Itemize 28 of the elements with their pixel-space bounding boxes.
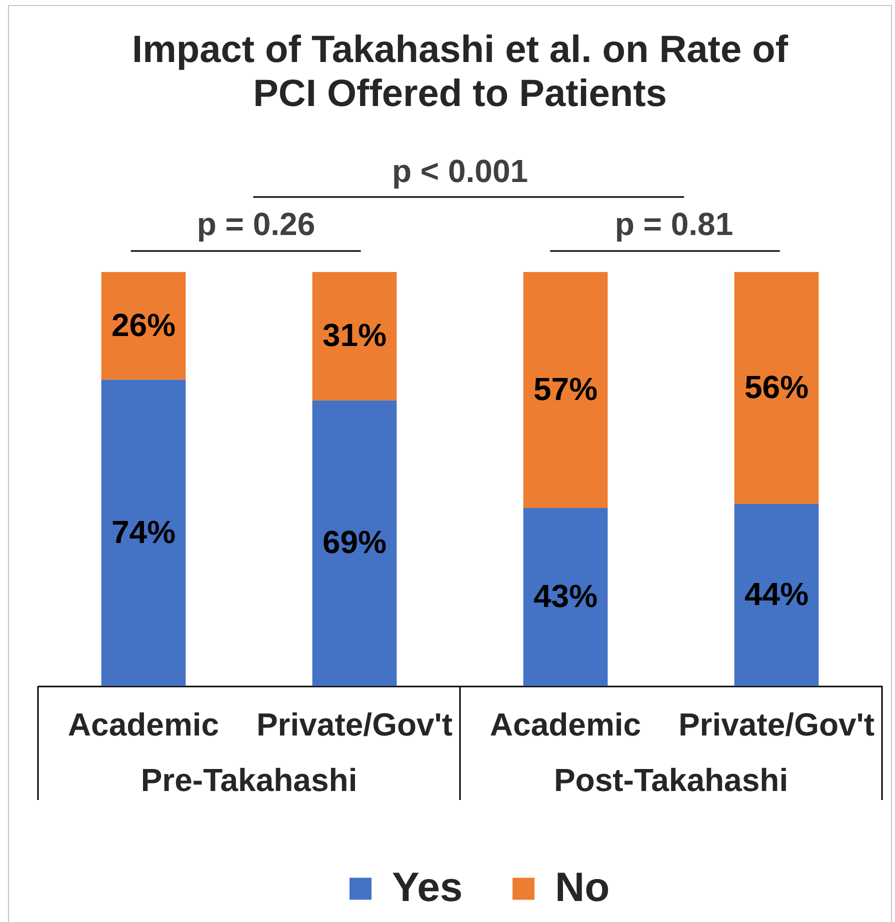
data-label: 74% (111, 514, 176, 550)
bar (101, 272, 186, 380)
bar (312, 400, 397, 686)
data-label: 31% (322, 317, 387, 354)
chart-title: Impact of Takahashi et al. on Rate of PCI Offered to Patients (132, 29, 788, 115)
x-tick-label: Academic (68, 706, 220, 742)
bar (734, 272, 819, 504)
bar (734, 504, 819, 686)
legend-label: Yes (392, 864, 463, 910)
legend-label: No (555, 864, 610, 910)
bar (312, 272, 397, 400)
x-tick-label: Academic (490, 706, 642, 742)
text: p = 0.26 (196, 206, 316, 242)
x-tick-label: Private/Gov't (256, 706, 453, 742)
data-label: 69% (322, 524, 387, 560)
text: p < 0.001 (392, 153, 528, 189)
text: p = 0.81 (614, 206, 734, 242)
bar (523, 272, 608, 508)
x-tick-label: Private/Gov't (678, 706, 875, 742)
text: Pre-Takahashi (140, 762, 358, 798)
data-label: 26% (111, 306, 176, 343)
text: Post-Takahashi (554, 762, 788, 798)
data-label: 43% (533, 578, 598, 614)
data-label: 57% (533, 370, 598, 407)
data-label: 56% (744, 368, 809, 405)
bar (101, 380, 186, 686)
data-label: 44% (744, 576, 809, 612)
bar (523, 508, 608, 686)
